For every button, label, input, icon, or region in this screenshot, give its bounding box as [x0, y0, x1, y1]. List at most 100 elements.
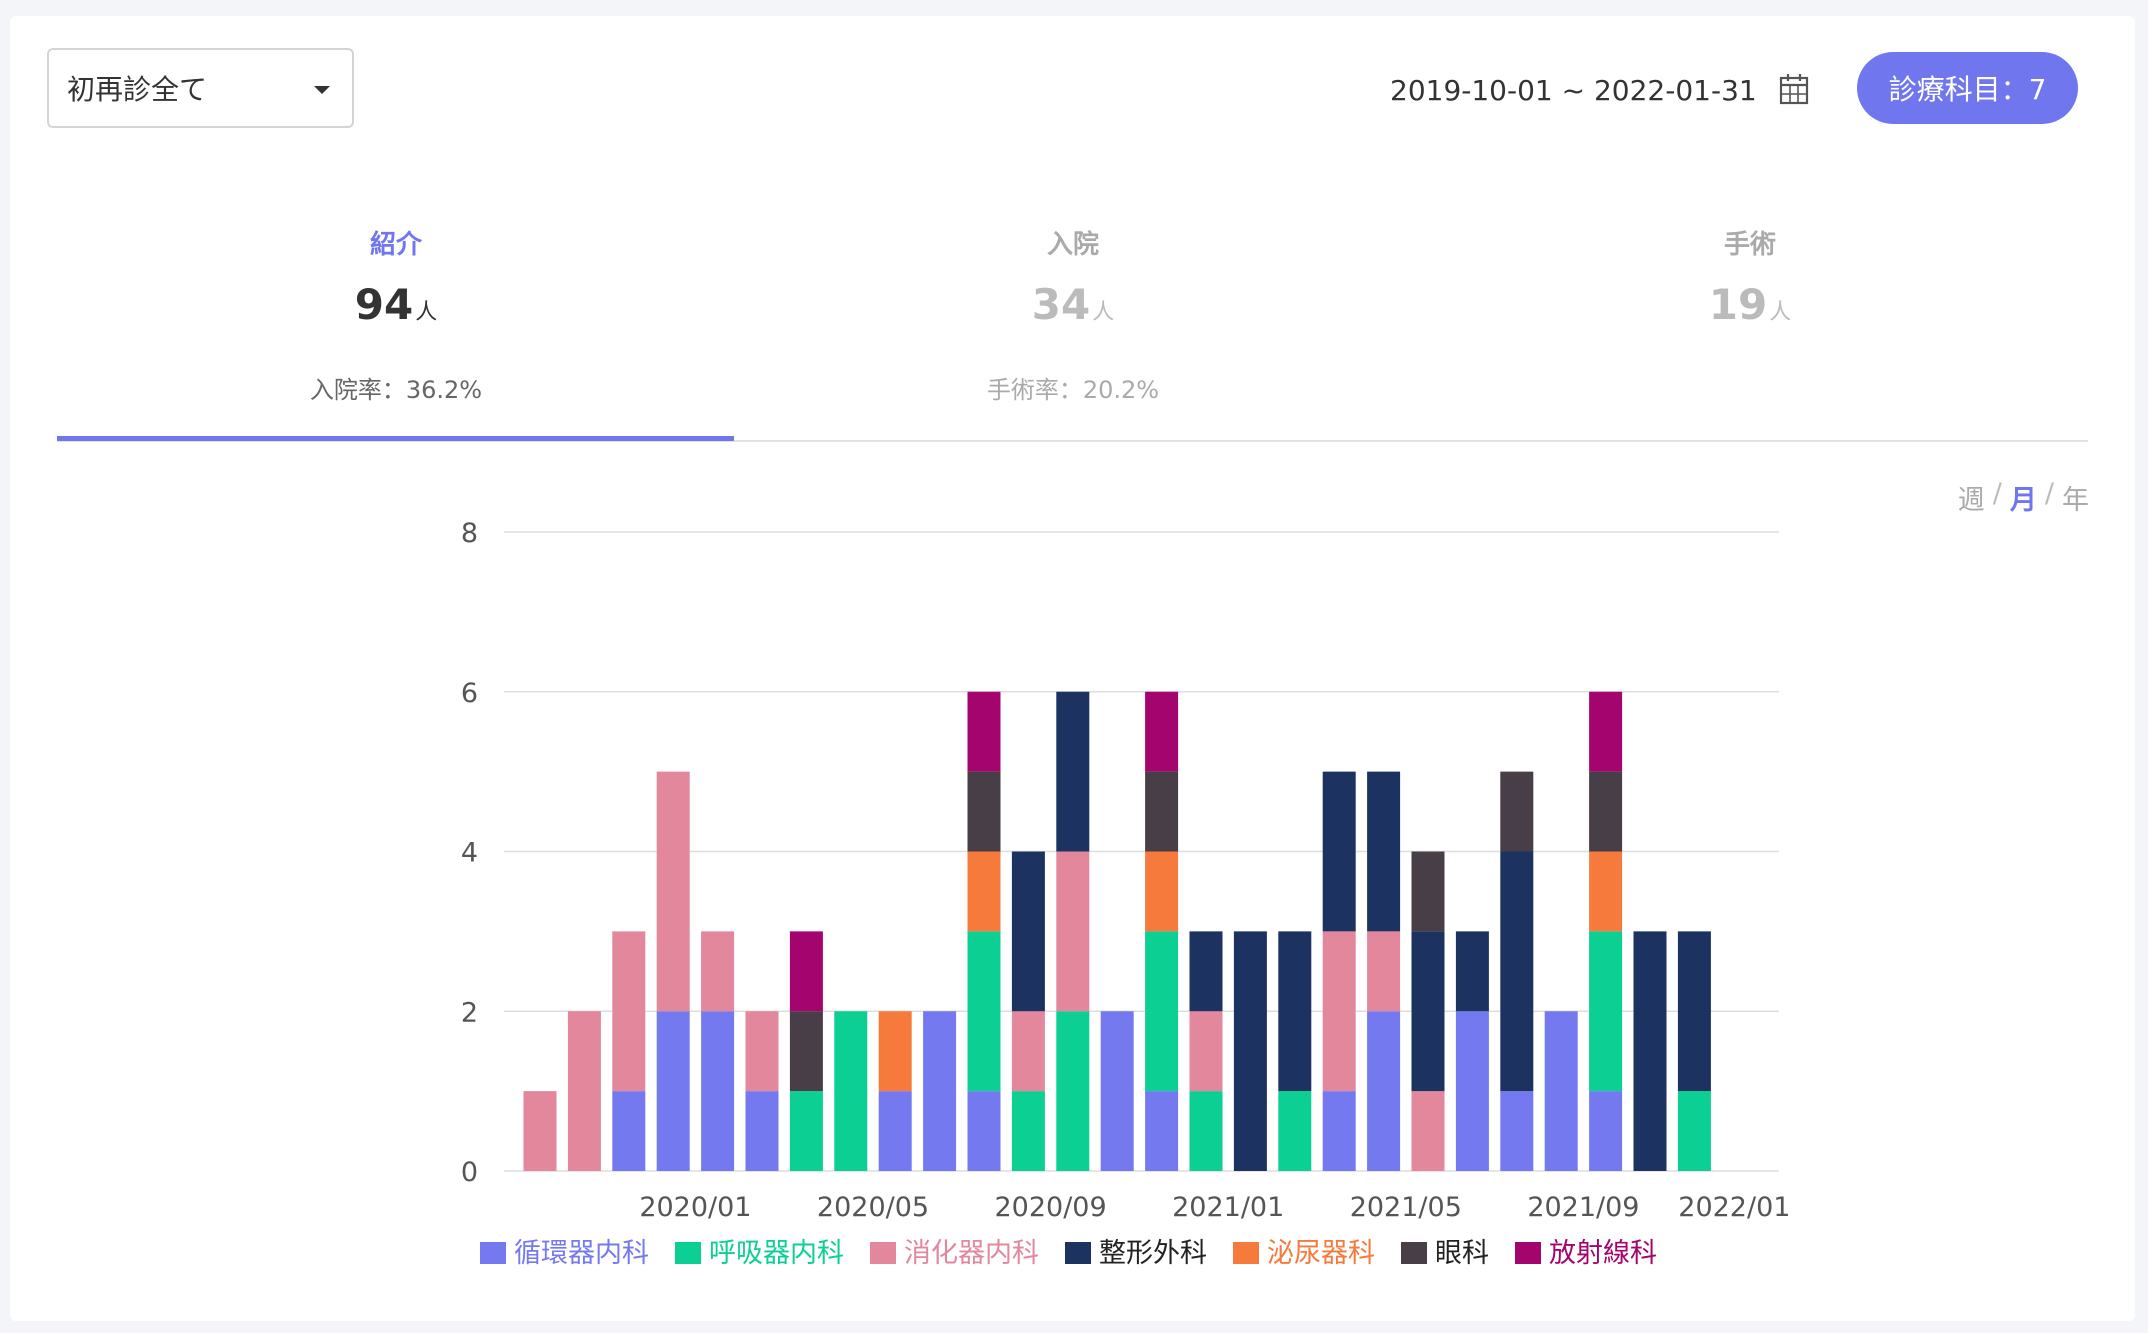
bar-segment	[1011, 1091, 1045, 1171]
bar-segment	[1145, 1091, 1179, 1171]
bar-segment	[1589, 931, 1623, 1092]
bar-segment	[523, 1091, 557, 1171]
chevron-down-icon	[314, 86, 330, 94]
bar-segment	[567, 1011, 601, 1171]
x-tick-label: 2021/01	[1172, 1192, 1284, 1223]
bar-segment	[967, 931, 1001, 1092]
legend-swatch	[675, 1242, 701, 1264]
bar-segment	[612, 1091, 646, 1171]
bar-segment	[1411, 851, 1445, 932]
tab-admission[interactable]: 入院 34人 手術率：20.2%	[735, 200, 1411, 440]
bar-segment	[1189, 1091, 1223, 1171]
bar-segment	[1677, 1091, 1711, 1171]
bar-segment	[701, 931, 735, 1012]
tab-surgery-value: 19人	[1708, 280, 1792, 329]
granularity-week[interactable]: 週	[1957, 485, 1985, 516]
tab-divider	[57, 440, 2088, 442]
bar-segment	[1278, 931, 1312, 1092]
bar-segment	[1455, 1011, 1489, 1171]
y-tick-label: 4	[461, 838, 478, 869]
bar-segment	[967, 691, 1001, 772]
x-tick-label: 2020/05	[817, 1192, 929, 1223]
bar-segment	[1411, 931, 1445, 1092]
x-tick-label: 2020/01	[639, 1192, 751, 1223]
legend-swatch	[480, 1242, 506, 1264]
bar-segment	[1367, 931, 1401, 1012]
granularity-switch: 週 / 月 / 年	[1958, 478, 2089, 517]
bar-segment	[834, 1011, 868, 1171]
bar-segment	[656, 771, 690, 1012]
y-tick-label: 8	[461, 518, 478, 549]
visit-type-select[interactable]: 初再診全て	[47, 48, 354, 128]
bar-segment	[1056, 1011, 1090, 1171]
y-tick-label: 0	[461, 1157, 478, 1188]
granularity-separator: /	[2044, 478, 2054, 509]
bar-segment	[1589, 851, 1623, 932]
visit-type-select-value: 初再診全て	[67, 73, 208, 106]
legend-swatch	[1233, 1242, 1259, 1264]
bar-segment	[1100, 1011, 1134, 1171]
tab-admission-value: 34人	[1031, 280, 1115, 329]
bar-segment	[1145, 771, 1179, 852]
bar-segment	[1056, 851, 1090, 1012]
x-tick-label: 2021/05	[1350, 1192, 1462, 1223]
legend-label: 呼吸器内科	[709, 1238, 844, 1269]
bar-segment	[1322, 771, 1356, 932]
legend-label: 消化器内科	[904, 1238, 1039, 1269]
bar-segment	[1233, 931, 1267, 1171]
bar-segment	[1189, 931, 1223, 1012]
tab-admission-label: 入院	[1046, 230, 1099, 260]
x-tick-label: 2022/01	[1678, 1192, 1790, 1223]
bar-segment	[1145, 931, 1179, 1092]
tab-referral-label: 紹介	[369, 230, 422, 260]
bar-segment	[967, 851, 1001, 932]
bar-segment	[1500, 1091, 1534, 1171]
tab-referral-value: 94人	[354, 280, 438, 329]
bar-segment	[1367, 1011, 1401, 1171]
bar-segment	[878, 1011, 912, 1092]
calendar-icon[interactable]	[1778, 72, 1810, 106]
bar-segment	[1056, 691, 1090, 852]
tab-surgery[interactable]: 手術 19人	[1412, 200, 2088, 440]
tab-surgery-label: 手術	[1723, 230, 1776, 260]
bar-segment	[1500, 851, 1534, 1092]
bar-segment	[656, 1011, 690, 1171]
bar-segment	[1011, 851, 1045, 1012]
bar-segment	[789, 931, 823, 1012]
bar-segment	[1145, 691, 1179, 772]
bar-segment	[1145, 851, 1179, 932]
granularity-year[interactable]: 年	[2062, 485, 2089, 516]
bar-segment	[1322, 931, 1356, 1092]
y-tick-label: 6	[461, 678, 478, 709]
bar-segment	[1011, 1011, 1045, 1092]
bar-segment	[612, 931, 646, 1092]
legend-label: 泌尿器科	[1267, 1238, 1375, 1269]
legend-swatch	[1515, 1242, 1541, 1264]
bar-segment	[789, 1011, 823, 1092]
tab-admission-rate: 手術率：20.2%	[986, 376, 1160, 404]
tab-referral[interactable]: 紹介 94人 入院率：36.2%	[58, 200, 734, 440]
legend-swatch	[1065, 1242, 1091, 1264]
bar-segment	[1544, 1011, 1578, 1171]
legend-label: 循環器内科	[514, 1238, 649, 1269]
bar-segment	[745, 1091, 779, 1171]
x-tick-label: 2021/09	[1527, 1192, 1639, 1223]
bar-segment	[967, 771, 1001, 852]
bar-segment	[1589, 1091, 1623, 1171]
granularity-month[interactable]: 月	[2009, 485, 2037, 516]
date-range-text[interactable]: 2019-10-01 ~ 2022-01-31	[1390, 73, 1757, 107]
bar-segment	[1278, 1091, 1312, 1171]
bar-segment	[1411, 1091, 1445, 1171]
bar-segment	[1367, 771, 1401, 932]
bar-segment	[701, 1011, 735, 1171]
x-tick-label: 2020/09	[995, 1192, 1107, 1223]
legend-swatch	[870, 1242, 896, 1264]
bar-segment	[1322, 1091, 1356, 1171]
bar-segment	[1677, 931, 1711, 1092]
bar-segment	[1500, 771, 1534, 852]
department-count-button[interactable]: 診療科目：7	[1857, 52, 2078, 124]
tab-active-indicator	[57, 436, 734, 441]
bar-segment	[789, 1091, 823, 1171]
bar-segment	[1633, 931, 1667, 1171]
